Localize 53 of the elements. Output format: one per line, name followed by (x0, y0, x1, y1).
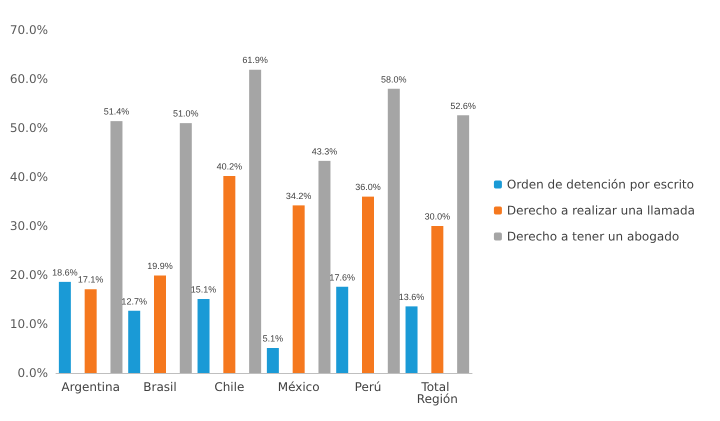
y-tick-label: 30.0% (10, 219, 48, 233)
x-tick-label: Argentina (61, 380, 120, 394)
data-label: 17.1% (78, 274, 104, 285)
data-label: 15.1% (190, 284, 216, 295)
data-label: 18.6% (52, 267, 78, 278)
y-tick-label: 60.0% (10, 72, 48, 86)
data-label: 34.2% (286, 190, 312, 201)
y-tick-label: 70.0% (10, 23, 48, 37)
bar (198, 299, 210, 373)
data-label: 61.9% (242, 55, 268, 66)
data-label: 13.6% (398, 292, 424, 302)
bar (318, 160, 330, 373)
bar (249, 70, 262, 373)
y-tick-label: 0.0% (18, 366, 48, 380)
data-label: 40.2% (216, 162, 242, 172)
bar (110, 121, 122, 373)
x-tick-label: Brasil (143, 380, 177, 394)
data-label: 51.4% (104, 106, 130, 117)
bar (362, 196, 374, 373)
legend-label: Derecho a tener un abogado (506, 230, 680, 244)
bar (431, 226, 444, 373)
data-label: 12.7% (121, 296, 147, 306)
bar (180, 123, 192, 373)
bar (406, 306, 418, 373)
data-label: 30.0% (424, 212, 450, 222)
y-tick-label: 20.0% (10, 268, 48, 282)
bar (128, 310, 140, 373)
data-label: 58.0% (381, 74, 407, 84)
data-label: 17.6% (329, 272, 355, 282)
x-tick-label: Total Región (416, 380, 458, 406)
x-tick-label: Perú (354, 380, 382, 394)
bar (154, 275, 166, 373)
y-tick-label: 50.0% (10, 121, 48, 135)
y-tick-label: 10.0% (10, 317, 48, 331)
legend-label: Derecho a realizar una llamada (506, 204, 695, 218)
data-label: 19.9% (147, 260, 173, 271)
data-label: 51.0% (173, 108, 199, 119)
x-tick-label: Chile (214, 380, 244, 394)
data-label: 43.3% (312, 146, 338, 156)
legend-label: Orden de detención por escrito (506, 178, 694, 192)
x-tick-label: México (278, 380, 320, 394)
bar (388, 88, 400, 373)
data-label: 52.6% (450, 100, 476, 111)
bar (58, 282, 71, 373)
bar (292, 205, 305, 373)
bar (84, 289, 97, 373)
bar (223, 176, 236, 373)
data-label: 5.1% (262, 334, 284, 344)
data-label: 36.0% (355, 182, 381, 192)
bar (457, 115, 470, 373)
bar (336, 286, 348, 373)
bar (266, 348, 279, 373)
y-tick-label: 40.0% (10, 170, 48, 184)
